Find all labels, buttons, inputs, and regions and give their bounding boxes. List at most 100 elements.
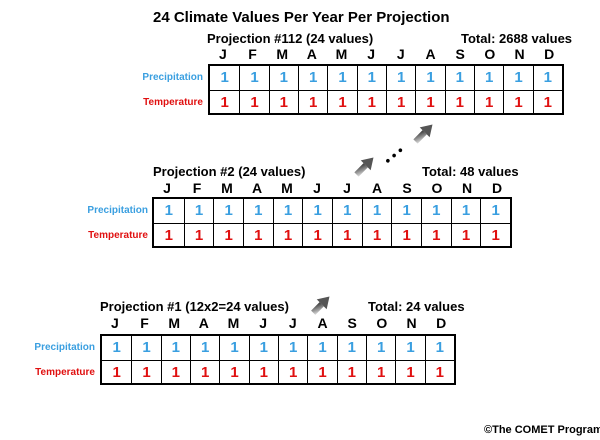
value-cell: 1 [268,66,298,90]
projection-total: Total: 48 values [422,164,519,179]
temperature-label: Temperature [143,97,203,108]
value-cell: 1 [278,361,307,385]
value-cell: 1 [183,199,214,223]
month-label: F [192,180,202,196]
month-label: J [396,46,405,62]
month-label: J [259,315,268,331]
value-cell: 1 [391,199,421,223]
value-cell: 1 [213,224,243,248]
value-cell: 1 [298,66,327,90]
value-cell: 1 [336,361,366,385]
month-label: D [436,315,447,331]
month-label: J [367,46,376,62]
value-cell: 1 [450,199,481,223]
month-label: J [110,315,119,331]
value-cell: 1 [219,361,248,385]
value-cell: 1 [302,224,332,248]
value-cell: 1 [190,336,219,360]
value-cell: 1 [183,224,214,248]
value-cell: 1 [395,361,424,385]
value-cell: 1 [131,336,160,360]
copyright-text: ©The COMET Program [484,424,600,436]
month-label: N [514,46,525,62]
month-label: M [276,46,288,62]
value-cell: 1 [366,361,395,385]
value-cell: 1 [112,364,121,381]
value-cell: 1 [332,224,362,248]
month-label: J [288,315,297,331]
month-label: J [313,180,321,196]
month-label: A [306,46,317,62]
value-cell: 1 [220,69,229,86]
month-label: D [491,180,503,196]
month-label: S [347,315,357,331]
projection-total: Total: 2688 values [461,31,573,46]
value-cell: 1 [336,336,366,360]
month-label: M [335,46,348,62]
diagram-title: 24 Climate Values Per Year Per Projectio… [153,9,450,26]
temperature-label: Temperature [88,230,148,241]
month-label: A [425,46,436,62]
value-cell: 1 [302,199,332,223]
value-cell: 1 [272,199,303,223]
value-cell: 1 [421,199,451,223]
value-cell: 1 [474,91,503,115]
month-label: J [343,180,351,196]
value-cell: 1 [243,199,273,223]
value-cell: 1 [366,336,395,360]
value-cell: 1 [131,361,160,385]
value-cell: 1 [307,336,336,360]
arrow-up-right-icon [311,296,330,315]
value-cell: 1 [332,199,362,223]
value-cell: 1 [424,336,454,360]
value-cell: 1 [424,361,454,385]
value-cell: 1 [327,66,356,90]
value-cell: 1 [160,361,190,385]
value-cell: 1 [298,91,327,115]
month-label: N [406,315,417,331]
value-cell: 1 [386,91,415,115]
value-cell: 1 [219,336,248,360]
value-cell: 1 [391,224,421,248]
value-cell: 1 [164,227,173,244]
arrow-up-right-icon [413,124,433,144]
projection-total: Total: 24 values [368,299,465,314]
month-label: A [251,180,263,196]
value-cell: 1 [307,361,336,385]
month-label: O [376,315,388,331]
month-label: F [248,46,257,62]
value-cell: 1 [361,224,392,248]
value-cell: 1 [190,361,219,385]
value-cell: 1 [278,336,307,360]
value-cell: 1 [444,91,474,115]
value-cell: 1 [480,224,510,248]
month-label: S [402,180,412,196]
ellipsis: • • • [381,143,407,168]
month-label: O [431,180,443,196]
arrow-up-right-icon [354,157,374,177]
month-label: M [221,180,233,196]
value-cell: 1 [164,202,173,219]
value-cell: 1 [386,66,415,90]
value-cell: 1 [356,91,386,115]
value-cell: 1 [248,336,278,360]
precipitation-label: Precipitation [142,72,203,83]
value-cell: 1 [415,66,444,90]
month-label: A [317,315,328,331]
value-cell: 1 [421,224,451,248]
month-label: S [455,46,465,62]
month-label: A [371,180,383,196]
projection-title: Projection #112 (24 values) [207,31,374,46]
projection-title: Projection #2 (24 values) [153,164,306,179]
projection-title: Projection #1 (12x2=24 values) [100,299,289,314]
